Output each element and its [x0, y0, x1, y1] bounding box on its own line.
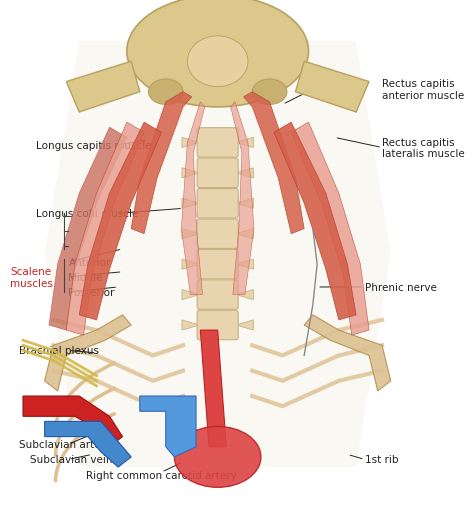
Polygon shape	[45, 421, 131, 467]
Text: Subclavian artery: Subclavian artery	[18, 439, 111, 449]
FancyBboxPatch shape	[197, 250, 238, 279]
Text: Scalene
muscles: Scalene muscles	[10, 267, 53, 288]
Polygon shape	[23, 396, 122, 447]
Polygon shape	[49, 128, 127, 330]
Polygon shape	[182, 199, 199, 209]
Polygon shape	[182, 290, 199, 300]
FancyBboxPatch shape	[197, 219, 238, 249]
Text: Longus colli muscle: Longus colli muscle	[36, 209, 138, 219]
Text: Phrenic nerve: Phrenic nerve	[365, 282, 437, 292]
Polygon shape	[201, 330, 226, 447]
Polygon shape	[291, 123, 369, 335]
Polygon shape	[236, 229, 253, 239]
Polygon shape	[182, 168, 199, 179]
Polygon shape	[140, 396, 196, 457]
Polygon shape	[66, 62, 140, 113]
FancyBboxPatch shape	[197, 280, 238, 309]
Polygon shape	[66, 123, 144, 335]
Polygon shape	[131, 93, 191, 234]
Text: Middle: Middle	[68, 272, 103, 282]
Polygon shape	[236, 320, 253, 330]
Polygon shape	[45, 315, 131, 391]
FancyBboxPatch shape	[197, 189, 238, 218]
FancyBboxPatch shape	[197, 159, 238, 188]
Text: Rectus capitis
lateralis muscle: Rectus capitis lateralis muscle	[382, 137, 465, 159]
Text: Anterior: Anterior	[68, 257, 111, 267]
Polygon shape	[236, 168, 253, 179]
FancyBboxPatch shape	[197, 310, 238, 340]
Text: Posterior: Posterior	[68, 288, 115, 297]
Polygon shape	[182, 320, 199, 330]
Polygon shape	[295, 62, 369, 113]
Polygon shape	[45, 42, 391, 467]
Text: Subclavian vein: Subclavian vein	[29, 455, 112, 465]
Polygon shape	[182, 138, 199, 148]
Text: Brachial plexus: Brachial plexus	[18, 346, 99, 356]
Polygon shape	[236, 290, 253, 300]
Polygon shape	[231, 103, 254, 295]
Polygon shape	[236, 138, 253, 148]
Polygon shape	[182, 229, 199, 239]
Polygon shape	[236, 260, 253, 270]
Polygon shape	[182, 260, 199, 270]
Ellipse shape	[127, 0, 309, 108]
Text: 1st rib: 1st rib	[365, 455, 398, 465]
Polygon shape	[244, 93, 304, 234]
Ellipse shape	[187, 37, 248, 88]
Text: Right common carotid artery: Right common carotid artery	[86, 470, 237, 479]
Text: Longus capitis muscle: Longus capitis muscle	[36, 140, 152, 151]
Polygon shape	[304, 315, 391, 391]
Text: Rectus capitis
anterior muscle: Rectus capitis anterior muscle	[382, 79, 465, 101]
Polygon shape	[79, 123, 162, 320]
Ellipse shape	[174, 427, 261, 487]
Ellipse shape	[148, 80, 183, 105]
FancyBboxPatch shape	[197, 128, 238, 158]
Polygon shape	[236, 199, 253, 209]
Polygon shape	[182, 103, 205, 295]
Polygon shape	[274, 123, 356, 320]
Ellipse shape	[252, 80, 287, 105]
